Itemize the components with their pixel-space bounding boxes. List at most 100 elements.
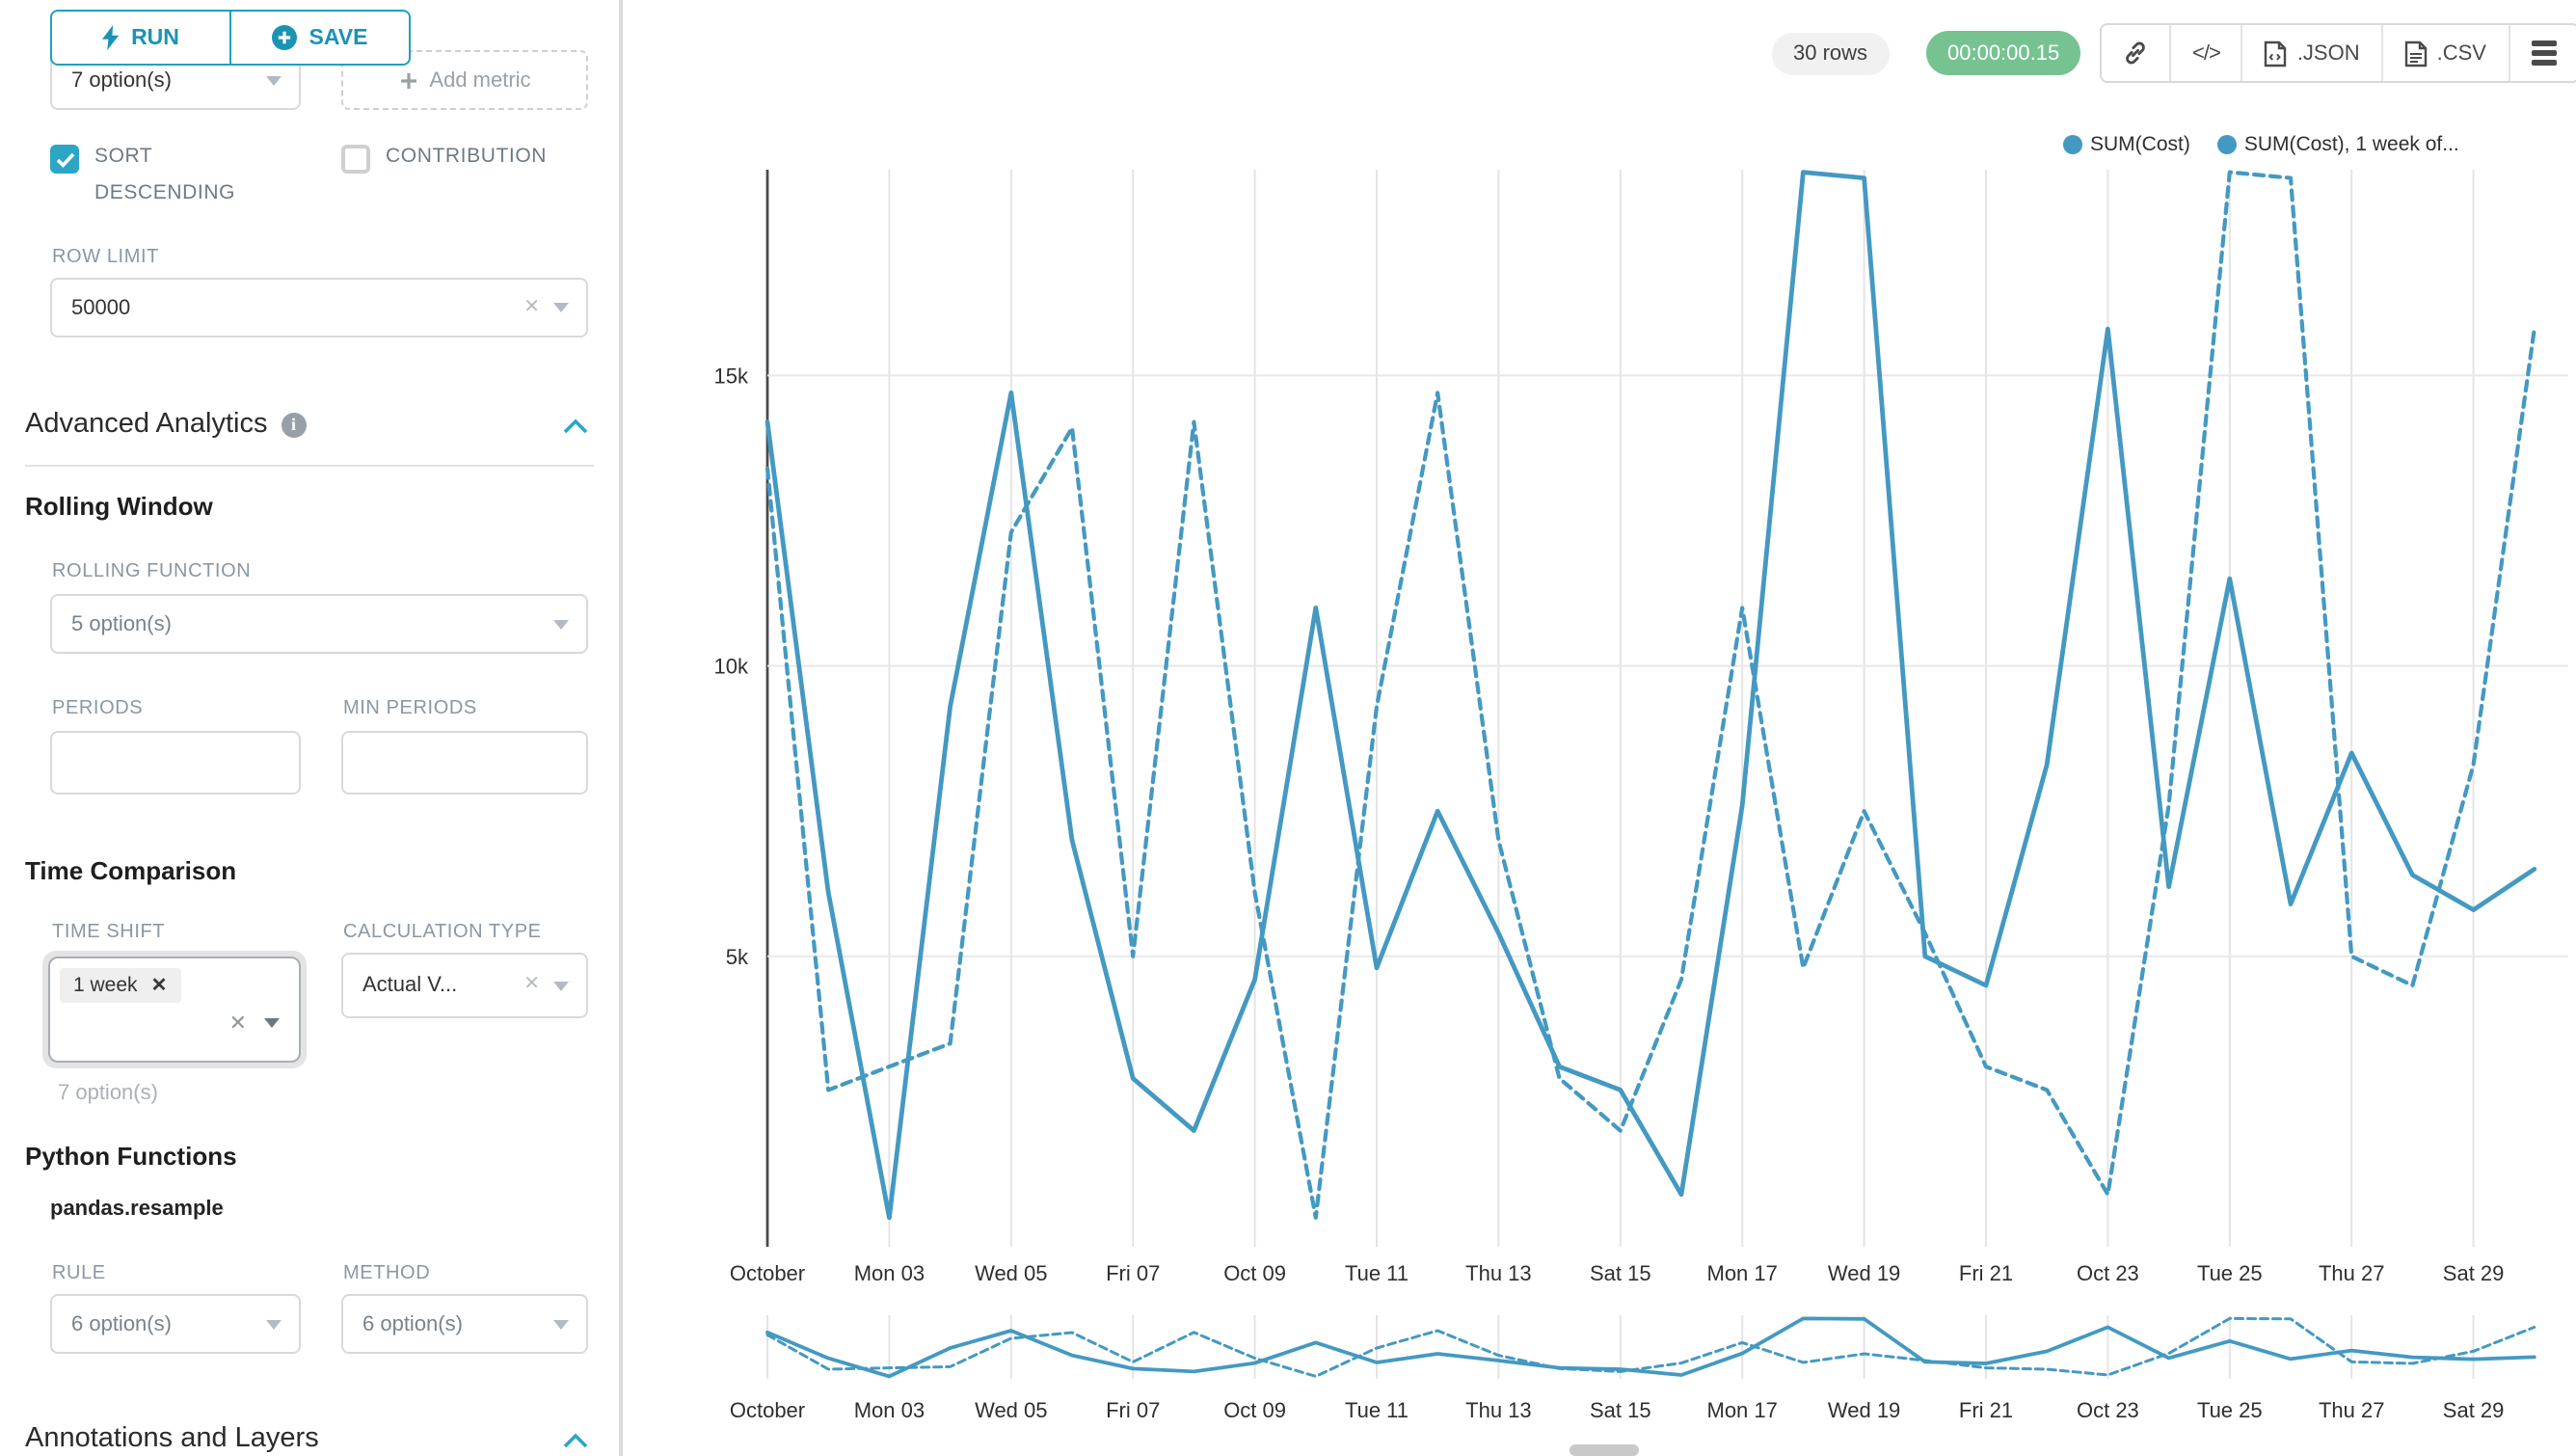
x-tick-label: Tue 25 (2197, 1261, 2263, 1285)
minimap-x-tick-label: Tue 11 (1345, 1398, 1409, 1422)
x-tick-label: Thu 27 (2319, 1261, 2385, 1285)
horizontal-scrollbar-thumb[interactable] (1570, 1444, 1639, 1456)
rolling-function-value: 5 option(s) (71, 612, 172, 635)
remove-tag-icon[interactable]: ✕ (150, 975, 168, 996)
legend-dot-icon (2216, 135, 2237, 154)
contribution-checkbox-row: CONTRIBUTION (341, 139, 547, 175)
row-limit-label: ROW LIMIT (52, 247, 159, 268)
row-limit-value: 50000 (71, 296, 131, 319)
x-tick-label: Sat 15 (1590, 1261, 1651, 1285)
time-shift-tag-label: 1 week (73, 974, 138, 997)
y-tick-label: 15k (714, 364, 749, 388)
y-tick-label: 5k (726, 945, 749, 969)
minimap-x-tick-label: Thu 13 (1465, 1398, 1532, 1422)
x-tick-label: Mon 03 (854, 1261, 925, 1285)
calculation-type-label: CALCULATION TYPE (343, 922, 542, 943)
sort-descending-label: SORT DESCENDING (94, 145, 236, 204)
minimap-x-tick-label: Oct 23 (2077, 1398, 2139, 1422)
chevron-down-icon (553, 981, 569, 990)
rolling-function-label: ROLLING FUNCTION (52, 561, 252, 582)
legend-label: SUM(Cost) (2090, 133, 2190, 156)
check-icon (55, 151, 74, 167)
row-limit-select[interactable]: 50000 ✕ (50, 278, 588, 337)
link-icon (2126, 41, 2145, 65)
save-button[interactable]: SAVE (229, 12, 409, 64)
series-line-offset[interactable] (765, 170, 2536, 1220)
row-count-badge: 30 rows (1772, 33, 1890, 75)
x-tick-label: October (730, 1261, 805, 1285)
sort-descending-checkbox[interactable] (50, 145, 79, 174)
code-icon: </> (2192, 41, 2221, 65)
export-toolbar: </> .JSON .CSV (2100, 23, 2576, 83)
x-tick-label: Mon 17 (1707, 1261, 1778, 1285)
add-metric-button[interactable]: Add metric (341, 50, 588, 110)
control-panel-sidebar: 7 option(s) Add metric RUN SAVE SORT DES… (0, 0, 619, 1456)
clear-icon[interactable]: ✕ (523, 974, 540, 995)
chart-menu-button[interactable] (2508, 25, 2576, 81)
minimap-x-tick-label: Oct 09 (1223, 1398, 1286, 1422)
plus-circle-icon (272, 25, 298, 50)
x-tick-label: Wed 05 (975, 1261, 1047, 1285)
legend-item-sum-cost-offset[interactable]: SUM(Cost), 1 week of... (2216, 133, 2459, 156)
series-line-current[interactable] (765, 170, 2537, 1221)
contribution-label: CONTRIBUTION (386, 145, 548, 168)
view-query-button[interactable]: </> (2169, 25, 2241, 81)
periods-input[interactable] (50, 731, 301, 795)
run-button-label: RUN (131, 26, 179, 49)
chevron-down-icon (266, 75, 282, 85)
run-button[interactable]: RUN (52, 12, 229, 64)
calculation-type-select[interactable]: Actual V... ✕ (341, 953, 588, 1018)
collapse-chevron-up-icon[interactable] (563, 418, 588, 434)
annotations-layers-title: Annotations and Layers (25, 1423, 319, 1454)
min-periods-input[interactable] (341, 731, 588, 795)
minimap-series-line-current[interactable] (765, 1316, 2536, 1379)
rule-select[interactable]: 6 option(s) (50, 1294, 301, 1354)
periods-label: PERIODS (52, 698, 144, 719)
plus-icon (400, 72, 416, 88)
rolling-window-title: Rolling Window (25, 492, 213, 521)
rule-value: 6 option(s) (71, 1312, 172, 1335)
panel-divider (619, 0, 623, 1456)
clear-icon[interactable]: ✕ (228, 1012, 247, 1036)
minimap-x-tick-label: Mon 03 (854, 1398, 925, 1422)
section-divider (25, 465, 594, 467)
method-select[interactable]: 6 option(s) (341, 1294, 588, 1354)
copy-link-button[interactable] (2102, 25, 2169, 81)
run-save-button-group: RUN SAVE (50, 10, 411, 66)
rule-label: RULE (52, 1263, 106, 1284)
export-csv-button[interactable]: .CSV (2380, 25, 2508, 81)
python-functions-title: Python Functions (25, 1142, 237, 1171)
csv-file-icon (2404, 40, 2427, 67)
minimap-x-tick-label: Fri 07 (1106, 1398, 1160, 1422)
minimap-x-tick-label: Wed 19 (1828, 1398, 1900, 1422)
collapse-chevron-up-icon[interactable] (563, 1433, 588, 1448)
export-json-button[interactable]: .JSON (2241, 25, 2381, 81)
x-tick-label: Fri 07 (1106, 1261, 1160, 1285)
advanced-analytics-header[interactable]: Advanced Analytics i (25, 409, 307, 440)
minimap-x-tick-label: October (730, 1398, 805, 1422)
legend-item-sum-cost[interactable]: SUM(Cost) (2063, 133, 2190, 156)
minimap-series-line-offset[interactable] (765, 1316, 2536, 1378)
advanced-analytics-title: Advanced Analytics (25, 409, 268, 440)
export-json-label: .JSON (2296, 41, 2360, 65)
x-tick-label: Fri 21 (1959, 1261, 2013, 1285)
x-tick-label: Wed 19 (1828, 1261, 1900, 1285)
time-shift-select[interactable]: 1 week ✕ ✕ (42, 951, 307, 1068)
rolling-function-select[interactable]: 5 option(s) (50, 594, 588, 654)
time-shift-helper: 7 option(s) (58, 1082, 158, 1105)
minimap-x-tick-label: Fri 21 (1959, 1398, 2013, 1422)
minimap-x-tick-label: Tue 25 (2197, 1398, 2263, 1422)
clear-icon[interactable]: ✕ (523, 296, 540, 317)
calculation-type-value: Actual V... (362, 974, 458, 997)
hamburger-icon (2531, 40, 2556, 66)
contribution-checkbox[interactable] (341, 145, 370, 174)
time-shift-select-inner: 1 week ✕ ✕ (48, 957, 301, 1063)
chevron-down-icon (553, 303, 569, 312)
x-tick-label: Tue 11 (1345, 1261, 1409, 1285)
info-icon[interactable]: i (281, 412, 307, 437)
method-value: 6 option(s) (362, 1312, 463, 1335)
legend-label: SUM(Cost), 1 week of... (2243, 133, 2459, 156)
sort-descending-checkbox-row: SORT DESCENDING (50, 139, 282, 212)
x-tick-label: Oct 23 (2077, 1261, 2139, 1285)
